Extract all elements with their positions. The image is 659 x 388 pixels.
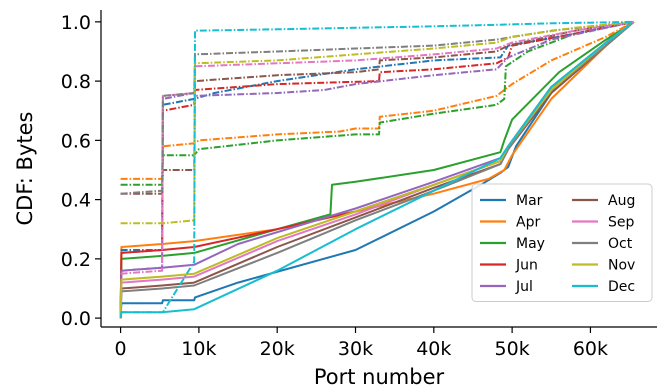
legend-label-sep: Sep: [608, 215, 635, 231]
y-axis-title: CDF: Bytes: [13, 112, 37, 226]
y-tick-label-0-4: 0.4: [61, 190, 91, 212]
y-tick-label-1-0: 1.0: [61, 12, 91, 34]
x-tick-label-20k: 20k: [260, 338, 295, 360]
x-tick-label-50k: 50k: [495, 338, 530, 360]
legend-label-jun: Jun: [515, 258, 538, 274]
y-tick-label-0-8: 0.8: [61, 71, 91, 93]
legend-label-oct: Oct: [608, 236, 633, 252]
legend-label-nov: Nov: [608, 258, 635, 274]
x-tick-label-0: 0: [115, 338, 127, 360]
legend-label-may: May: [516, 236, 545, 252]
series-line-dashdot-12: [120, 20, 634, 186]
series-line-dashdot-14: [120, 20, 635, 272]
x-axis-title: Port number: [314, 365, 445, 388]
x-tick-label-60k: 60k: [573, 338, 608, 360]
legend-label-apr: Apr: [516, 215, 540, 231]
legend-label-dec: Dec: [608, 279, 635, 295]
series-line-dashdot-17: [120, 20, 634, 195]
y-tick-label-0-2: 0.2: [61, 249, 91, 271]
series-line-dashdot-11: [120, 21, 635, 180]
x-tick-label-40k: 40k: [416, 338, 451, 360]
series-line-mar: [119, 21, 635, 319]
y-tick-label-0-0: 0.0: [61, 308, 91, 330]
plot-lines: [119, 20, 635, 319]
legend-label-aug: Aug: [608, 193, 635, 209]
series-line-nov: [119, 21, 635, 319]
series-line-dashdot-13: [120, 20, 634, 254]
y-ticks: 0.0 0.2 0.4 0.6 0.8 1.0: [61, 12, 101, 330]
x-ticks: 0 10k 20k 30k 40k 50k 60k: [115, 327, 608, 360]
series-line-dashdot-16: [120, 20, 634, 275]
series-line-dashdot-15: [120, 20, 634, 195]
series-line-dashdot-18: [120, 20, 634, 225]
x-tick-label-10k: 10k: [181, 338, 216, 360]
series-line-aug: [119, 21, 635, 319]
y-tick-label-0-6: 0.6: [61, 130, 91, 152]
legend-box: [471, 183, 653, 302]
series-line-dashdot-19: [120, 20, 634, 314]
legend-label-mar: Mar: [516, 193, 543, 209]
axes: [100, 10, 657, 328]
legend-label-jul: Jul: [515, 279, 533, 295]
x-tick-label-30k: 30k: [338, 338, 373, 360]
legend: Mar Apr May Jun Jul Aug Sep Oct Nov Dec: [471, 183, 653, 302]
series-line-may: [119, 21, 635, 319]
